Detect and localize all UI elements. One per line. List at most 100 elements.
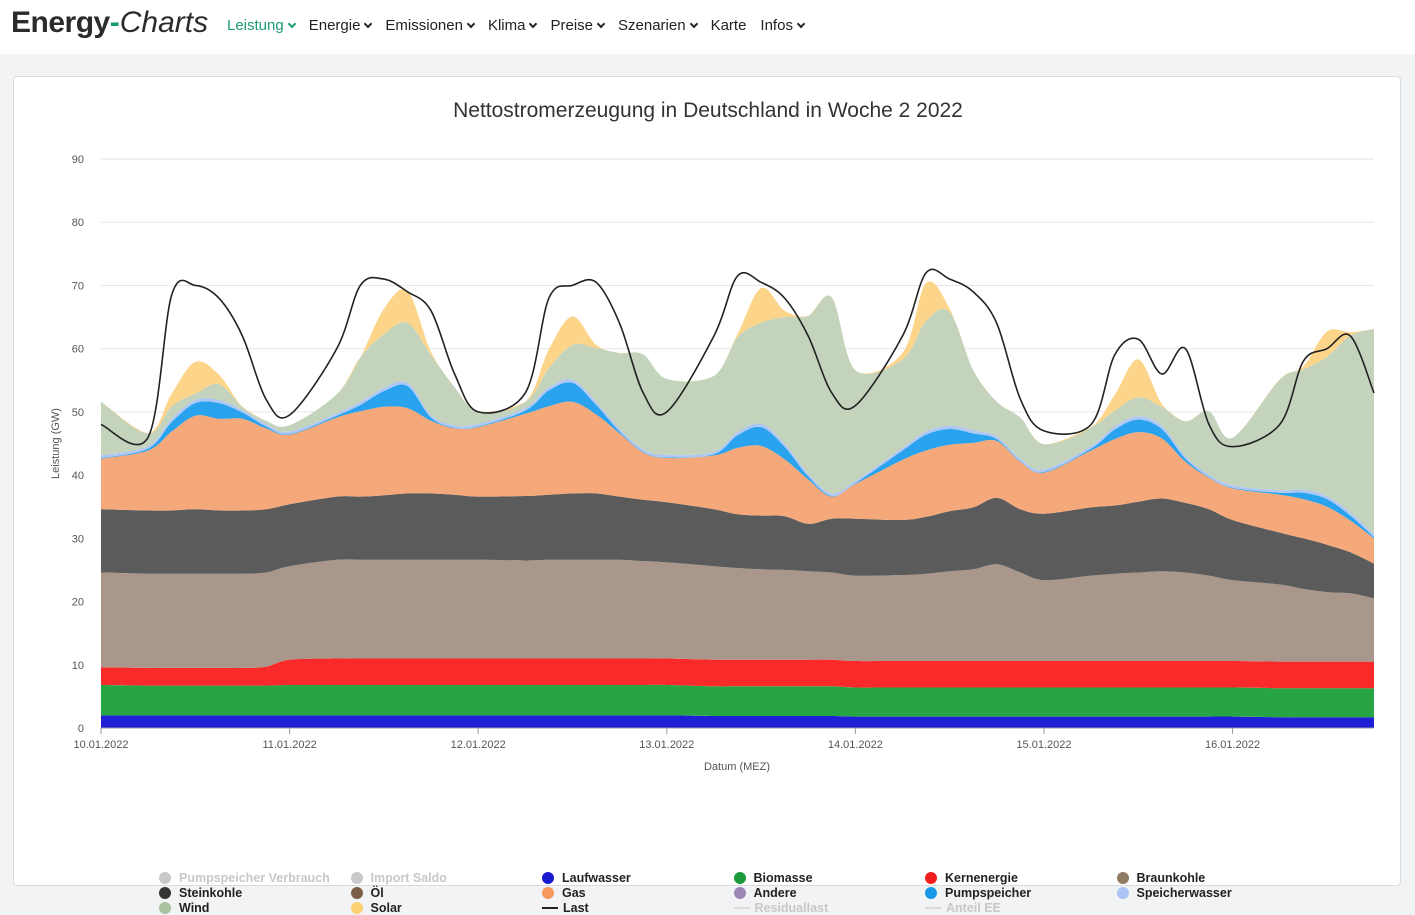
nav-item-klima[interactable]: Klima [487,17,538,34]
area-wind [101,295,1374,535]
legend-item-kernenergie[interactable]: Kernenergie [925,871,1018,885]
legend-item-braunkohle[interactable]: Braunkohle [1116,871,1206,885]
legend-item-wind[interactable]: Wind [159,901,209,915]
legend-dot-marker [159,872,171,884]
legend-line-marker [542,907,558,909]
x-tick-label: 12.01.2022 [451,739,506,751]
x-axis-label: Datum (MEZ) [704,761,770,773]
legend-label: Last [563,901,589,915]
legend-label: Andere [753,886,797,900]
legend-label: Kernenergie [945,871,1018,885]
x-tick-label: 13.01.2022 [639,739,694,751]
y-tick-label: 90 [72,154,84,166]
y-tick-label: 80 [72,217,84,229]
legend-item-laufwasser[interactable]: Laufwasser [542,871,631,885]
chevron-down-icon [466,19,476,29]
nav-item-emissionen[interactable]: Emissionen [385,17,476,34]
area-braunkohle [101,559,1374,668]
nav-item-label: Karte [710,17,747,34]
legend-label: Wind [179,901,210,915]
brand-part-dash: - [109,6,120,39]
area-kernenergie [101,658,1374,689]
chevron-down-icon [796,19,806,29]
chevron-down-icon [596,19,606,29]
area-gas [101,401,1374,564]
legend-item-pumpspeicher-verbrauch[interactable]: Pumpspeicher Verbrauch [159,871,330,885]
legend-item-gas[interactable]: Gas [542,886,586,900]
legend-dot-marker [542,872,554,884]
legend-item-biomasse[interactable]: Biomasse [733,871,813,885]
y-tick-label: 40 [72,470,84,482]
chart-card: Nettostromerzeugung in Deutschland in Wo… [13,76,1401,915]
legend-item-öl[interactable]: Öl [350,886,384,900]
legend-label: Residuallast [754,901,829,915]
nav-item-label: Szenarien [618,17,686,34]
legend-dot-marker [1116,887,1129,899]
legend-line-marker [925,907,941,909]
brand-part-charts: Charts [119,6,209,39]
brand-logo[interactable]: Energy-Charts [11,6,208,40]
legend-dot-marker [350,872,363,884]
y-tick-label: 30 [72,533,84,545]
x-tick-label: 14.01.2022 [828,739,883,751]
nav-item-szenarien[interactable]: Szenarien [618,17,698,34]
nav-item-label: Emissionen [385,17,463,34]
legend-dot-marker [925,887,937,899]
area-laufwasser [101,715,1374,728]
chevron-down-icon [529,19,538,29]
legend-label: Biomasse [753,871,813,885]
nav-item-leistung[interactable]: Leistung [227,17,296,34]
legend-dot-marker [159,887,171,899]
legend-item-pumpspeicher[interactable]: Pumpspeicher [925,886,1031,900]
area-steinkohle [101,493,1374,599]
legend-item-import-saldo[interactable]: Import Saldo [350,871,447,885]
legend-label: Speicherwasser [1136,886,1232,900]
nav-item-label: Energie [308,17,361,34]
legend-dot-marker [350,902,363,914]
legend-dot-marker [542,887,554,899]
main-nav: Leistung Energie Emissionen Klima Preise Szen… [227,17,818,34]
y-tick-label: 0 [78,723,84,735]
legend-dot-marker [1116,872,1129,884]
nav-item-karte[interactable]: Karte [711,17,747,34]
chart-title: Nettostromerzeugung in Deutschland in Wo… [453,99,963,122]
chevron-down-icon [364,19,373,29]
nav-item-label: Leistung [227,17,284,34]
legend-label: Laufwasser [562,871,631,885]
nav-item-label: Preise [550,17,594,34]
line-last [100,268,1375,448]
chart: Nettostromerzeugung in Deutschland in Wo… [50,99,1375,773]
legend-dot-marker [159,902,171,914]
legend-item-last[interactable]: Last [542,901,589,915]
legend-line-marker [733,907,750,909]
x-tick-label: 10.01.2022 [73,739,128,751]
legend-label: Pumpspeicher [945,886,1032,900]
legend-dot-marker [350,887,363,899]
legend-label: Gas [562,886,586,900]
legend-item-anteil-ee[interactable]: Anteil EE [925,901,1001,915]
legend-label: Steinkohle [179,886,243,900]
chevron-down-icon [287,19,296,29]
legend-label: Braunkohle [1136,871,1206,885]
y-tick-label: 70 [72,280,84,292]
y-tick-label: 50 [72,407,84,419]
nav-item-preise[interactable]: Preise [550,17,606,34]
nav-item-energie[interactable]: Energie [308,17,373,34]
nav-item-label: Klima [487,17,526,34]
y-tick-label: 10 [72,660,84,672]
legend-item-speicherwasser[interactable]: Speicherwasser [1116,886,1232,900]
area-biomasse [101,684,1374,718]
legend-item-solar[interactable]: Solar [350,901,402,915]
brand-part-energy: Energy [11,6,110,39]
legend-label: Solar [370,901,402,915]
area-solar [101,281,1374,445]
legend-dot-marker [925,872,937,884]
legend-item-andere[interactable]: Andere [733,886,797,900]
nav-item-label: Infos [760,17,793,34]
legend-label: Öl [370,886,384,900]
legend-item-steinkohle[interactable]: Steinkohle [159,886,242,900]
legend-label: Pumpspeicher Verbrauch [179,871,330,885]
legend-item-residuallast[interactable]: Residuallast [733,901,829,915]
nav-item-infos[interactable]: Infos [760,17,806,34]
legend-dot-marker [733,887,746,899]
